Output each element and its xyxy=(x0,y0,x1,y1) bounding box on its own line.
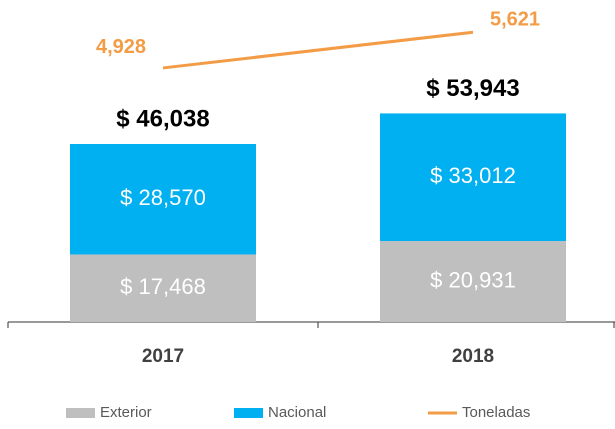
legend-swatch xyxy=(234,408,263,418)
x-tick-label: 2018 xyxy=(452,346,494,367)
line xyxy=(162,30,474,70)
total-label: $ 46,038 xyxy=(116,105,209,132)
value-label: $ 33,012 xyxy=(430,163,516,188)
bar-segment xyxy=(380,113,566,242)
legend-swatch xyxy=(66,408,95,418)
line-value-label: 5,621 xyxy=(490,8,540,30)
x-tick-label: 2017 xyxy=(142,346,184,367)
bar-segment xyxy=(70,254,256,322)
total-label: $ 53,943 xyxy=(426,75,519,102)
value-label: $ 20,931 xyxy=(430,267,516,292)
legend-label: Toneladas xyxy=(462,404,530,421)
bar-segment xyxy=(380,241,566,322)
bar-segment xyxy=(70,143,256,255)
value-label: $ 28,570 xyxy=(120,185,206,210)
value-label: $ 17,468 xyxy=(120,274,206,299)
line-value-label: 4,928 xyxy=(96,36,146,58)
legend-label: Exterior xyxy=(100,404,152,421)
legend-label: Nacional xyxy=(268,404,326,421)
